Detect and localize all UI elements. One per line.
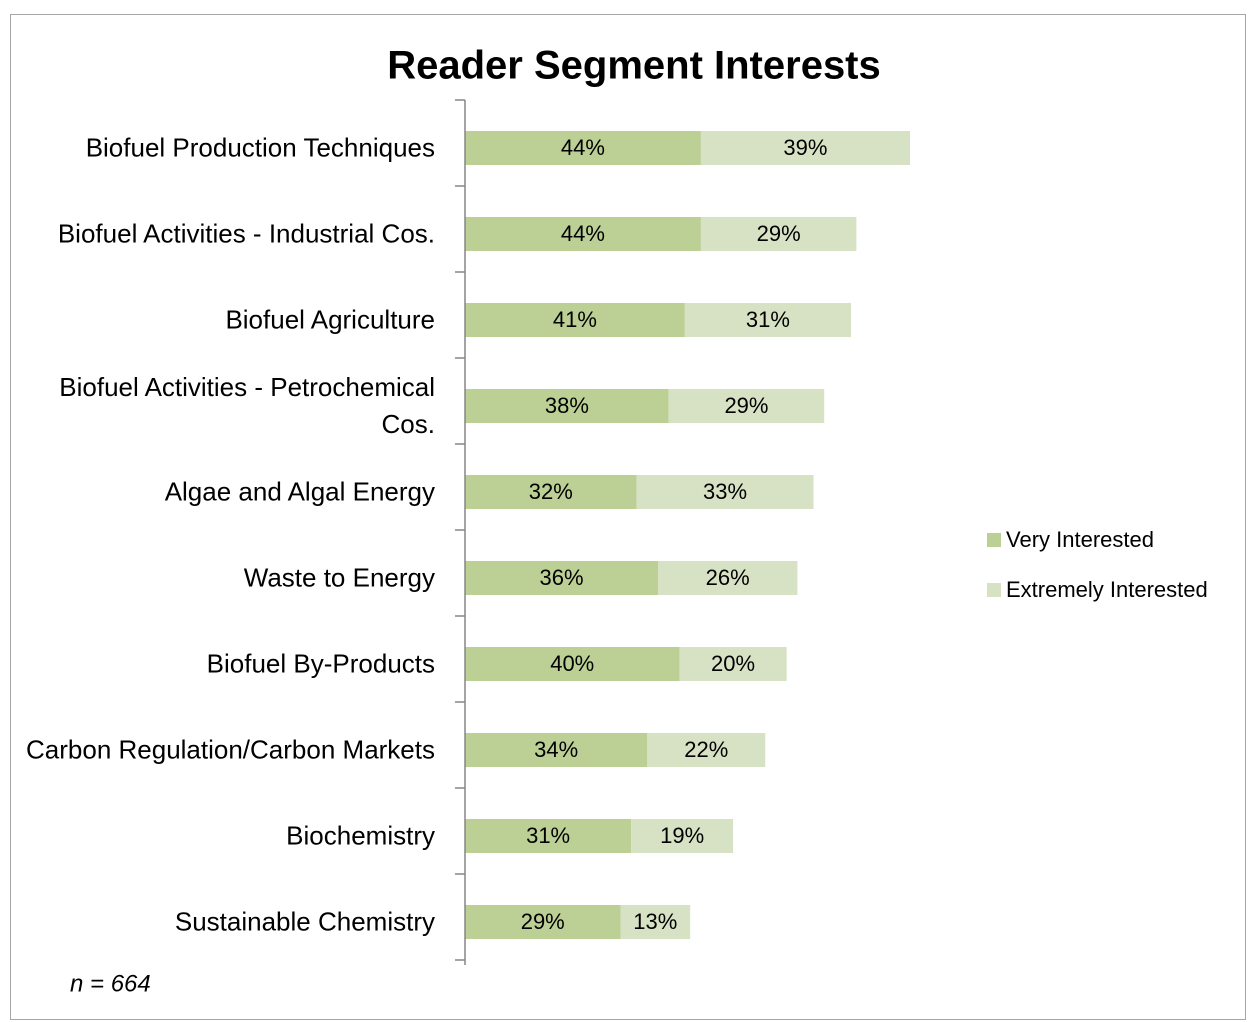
data-label: 29% (521, 909, 565, 934)
category-label: Biofuel Activities - Industrial Cos. (57, 218, 435, 249)
legend-label: Very Interested (1006, 527, 1154, 552)
sample-size-note: n = 664 (70, 970, 151, 997)
legend-swatch (987, 583, 1001, 597)
data-label: 38% (545, 393, 589, 418)
data-label: 39% (783, 135, 827, 160)
category-label: Waste to Energy (243, 562, 435, 593)
bar-segment (700, 217, 857, 251)
data-label: 40% (550, 651, 594, 676)
bar-segment (679, 647, 787, 681)
bar-segment (636, 475, 814, 509)
data-label: 26% (706, 565, 750, 590)
chart-frame (10, 14, 1246, 1020)
category-label: Biofuel Activities - Petrochemical Cos. (59, 372, 435, 439)
bar-segment (700, 131, 910, 165)
legend-swatch (987, 533, 1001, 547)
bar-segment (631, 819, 734, 853)
data-label: 34% (534, 737, 578, 762)
data-label: 29% (757, 221, 801, 246)
data-label: 29% (724, 393, 768, 418)
bar-segment (465, 475, 637, 509)
category-label: Sustainable Chemistry (174, 906, 435, 937)
data-label: 41% (553, 307, 597, 332)
category-label: Biofuel Production Techniques (85, 132, 435, 163)
data-label: 44% (561, 135, 605, 160)
data-label: 22% (684, 737, 728, 762)
data-label: 36% (539, 565, 583, 590)
bar-segment (465, 647, 680, 681)
data-label: 31% (526, 823, 570, 848)
bar-segment (684, 303, 852, 337)
data-label: 33% (703, 479, 747, 504)
category-label: Biofuel Agriculture (225, 304, 435, 335)
category-label: Algae and Algal Energy (164, 476, 435, 507)
bar-segment (465, 733, 648, 767)
data-label: 19% (660, 823, 704, 848)
category-label: Biochemistry (286, 820, 435, 851)
data-label: 44% (561, 221, 605, 246)
category-label: Biofuel By-Products (206, 648, 435, 679)
bar-segment (465, 905, 621, 939)
bar-segment (465, 217, 701, 251)
data-label: 13% (633, 909, 677, 934)
chart-title: Reader Segment Interests (387, 44, 881, 88)
data-label: 20% (711, 651, 755, 676)
legend-label: Extremely Interested (1006, 577, 1208, 602)
bar-segment (465, 389, 669, 423)
bar-segment (465, 819, 632, 853)
data-label: 31% (746, 307, 790, 332)
bar-segment (647, 733, 766, 767)
bar-segment (465, 303, 685, 337)
bar-segment (465, 561, 659, 595)
category-label: Carbon Regulation/Carbon Markets (26, 734, 435, 765)
bar-segment (658, 561, 798, 595)
data-label: 32% (529, 479, 573, 504)
bar-segment (668, 389, 825, 423)
bar-segment (465, 131, 701, 165)
bar-segment (620, 905, 691, 939)
